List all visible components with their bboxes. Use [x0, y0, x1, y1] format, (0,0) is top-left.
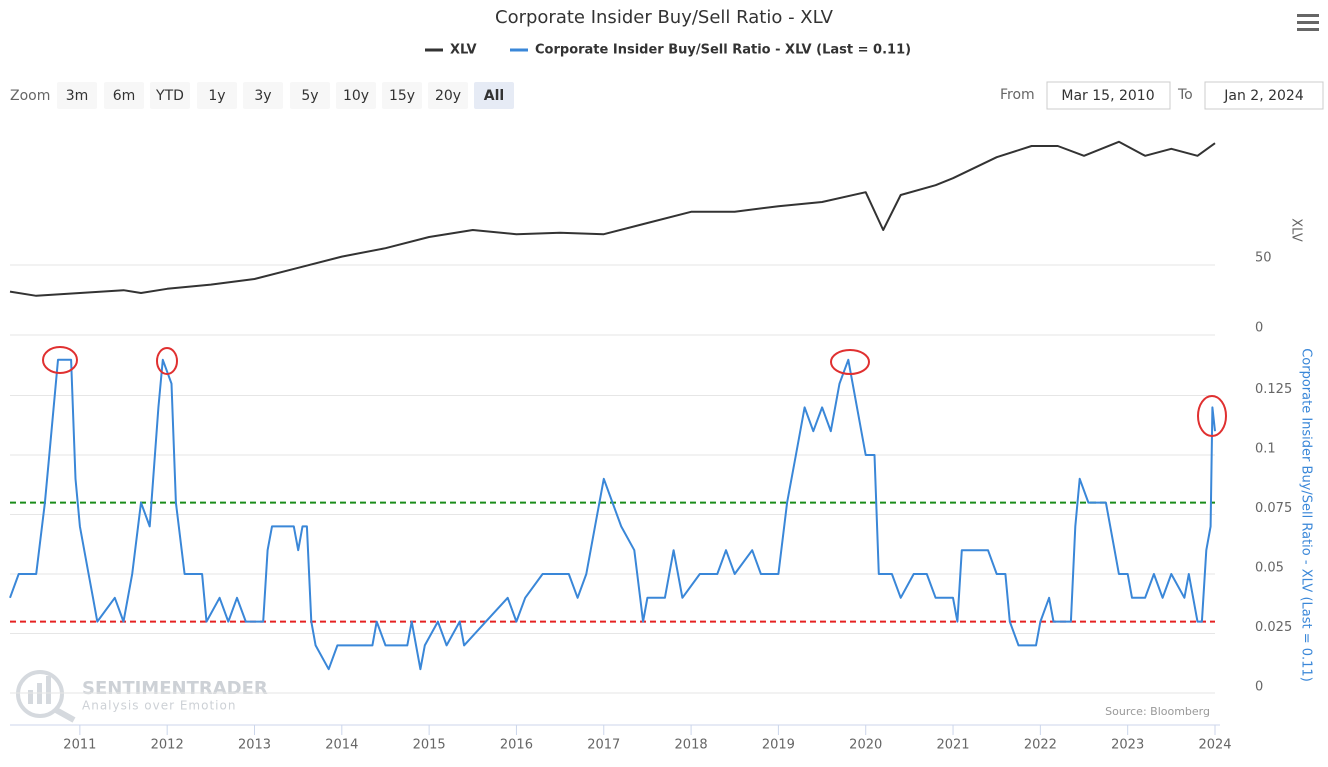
x-tick-label: 2024 — [1198, 738, 1231, 753]
peak-circle — [42, 346, 78, 374]
x-tick-label: 2021 — [936, 738, 969, 753]
peak-circles — [42, 346, 1227, 437]
zoom-button-label[interactable]: 3m — [66, 88, 89, 104]
watermark-icon — [46, 676, 51, 704]
zoom-button-label[interactable]: All — [484, 88, 504, 104]
zoom-button[interactable] — [150, 82, 190, 109]
watermark-icon — [28, 690, 33, 704]
y2-tick-label: 0.025 — [1255, 620, 1292, 635]
watermark-tagline: Analysis over Emotion — [82, 699, 236, 713]
x-tick-label: 2013 — [238, 738, 271, 753]
x-tick-label: 2011 — [63, 738, 96, 753]
from-input[interactable] — [1046, 81, 1171, 110]
menu-bar — [1297, 21, 1319, 24]
zoom-button-label[interactable]: 20y — [435, 88, 461, 104]
menu-bar — [1297, 28, 1319, 31]
peak-circle — [1197, 395, 1227, 437]
menu-button[interactable] — [1297, 14, 1319, 31]
credit: Source: Bloomberg — [1105, 705, 1210, 718]
y2-tick-label: 0 — [1255, 680, 1263, 695]
peak-circle — [156, 347, 178, 375]
x-tick-label: 2023 — [1111, 738, 1144, 753]
zoom-button-label[interactable]: 6m — [113, 88, 136, 104]
watermark-icon — [16, 670, 64, 718]
zoom-label: Zoom — [10, 88, 50, 104]
menu-bar — [1297, 14, 1319, 17]
zoom-button-label[interactable]: 1y — [208, 88, 225, 104]
zoom-button[interactable] — [104, 82, 144, 109]
peak-circle — [830, 349, 870, 375]
zoom-button-label[interactable]: 10y — [343, 88, 369, 104]
y-tick-label: 0 — [1255, 321, 1263, 336]
x-tick-label: 2014 — [325, 738, 358, 753]
zoom-button[interactable] — [428, 82, 468, 109]
legend-label[interactable]: XLV — [450, 43, 477, 58]
watermark-icon — [54, 707, 76, 723]
zoom-button[interactable] — [474, 82, 514, 109]
to-label: To — [1177, 87, 1193, 103]
from-label: From — [1000, 87, 1035, 103]
to-input[interactable] — [1204, 81, 1324, 110]
y-axis-title: XLV — [1289, 218, 1304, 242]
zoom-button-label[interactable]: 3y — [254, 88, 271, 104]
series-line — [9, 358, 1216, 671]
y2-axis-title: Corporate Insider Buy/Sell Ratio - XLV (… — [1299, 348, 1314, 682]
zoom-button[interactable] — [382, 82, 422, 109]
legend-label[interactable]: Corporate Insider Buy/Sell Ratio - XLV (… — [535, 43, 911, 58]
x-tick-label: 2020 — [849, 738, 882, 753]
x-tick-label: 2018 — [675, 738, 708, 753]
y2-tick-label: 0.075 — [1255, 501, 1292, 516]
zoom-button[interactable] — [57, 82, 97, 109]
zoom-button[interactable] — [290, 82, 330, 109]
y-tick-label: 50 — [1255, 251, 1272, 266]
from-value[interactable]: Mar 15, 2010 — [1061, 88, 1154, 104]
zoom-button-label[interactable]: 15y — [389, 88, 415, 104]
x-tick-label: 2019 — [762, 738, 795, 753]
x-tick-label: 2015 — [413, 738, 446, 753]
x-tick-label: 2022 — [1024, 738, 1057, 753]
zoom-button-label[interactable]: YTD — [155, 88, 184, 104]
zoom-button[interactable] — [336, 82, 376, 109]
x-tick-label: 2016 — [500, 738, 533, 753]
y2-tick-label: 0.125 — [1255, 382, 1292, 397]
zoom-button[interactable] — [197, 82, 237, 109]
y2-tick-label: 0.05 — [1255, 561, 1284, 576]
watermark: SENTIMENTRADER Analysis over Emotion — [16, 670, 268, 723]
to-value[interactable]: Jan 2, 2024 — [1223, 88, 1304, 104]
series-line — [9, 140, 1216, 297]
x-tick-label: 2017 — [587, 738, 620, 753]
zoom-button-label[interactable]: 5y — [301, 88, 318, 104]
zoom-button[interactable] — [243, 82, 283, 109]
chart-title: Corporate Insider Buy/Sell Ratio - XLV — [495, 7, 834, 28]
x-tick-label: 2012 — [151, 738, 184, 753]
watermark-name: SENTIMENTRADER — [82, 678, 268, 699]
y2-tick-label: 0.1 — [1255, 442, 1276, 457]
